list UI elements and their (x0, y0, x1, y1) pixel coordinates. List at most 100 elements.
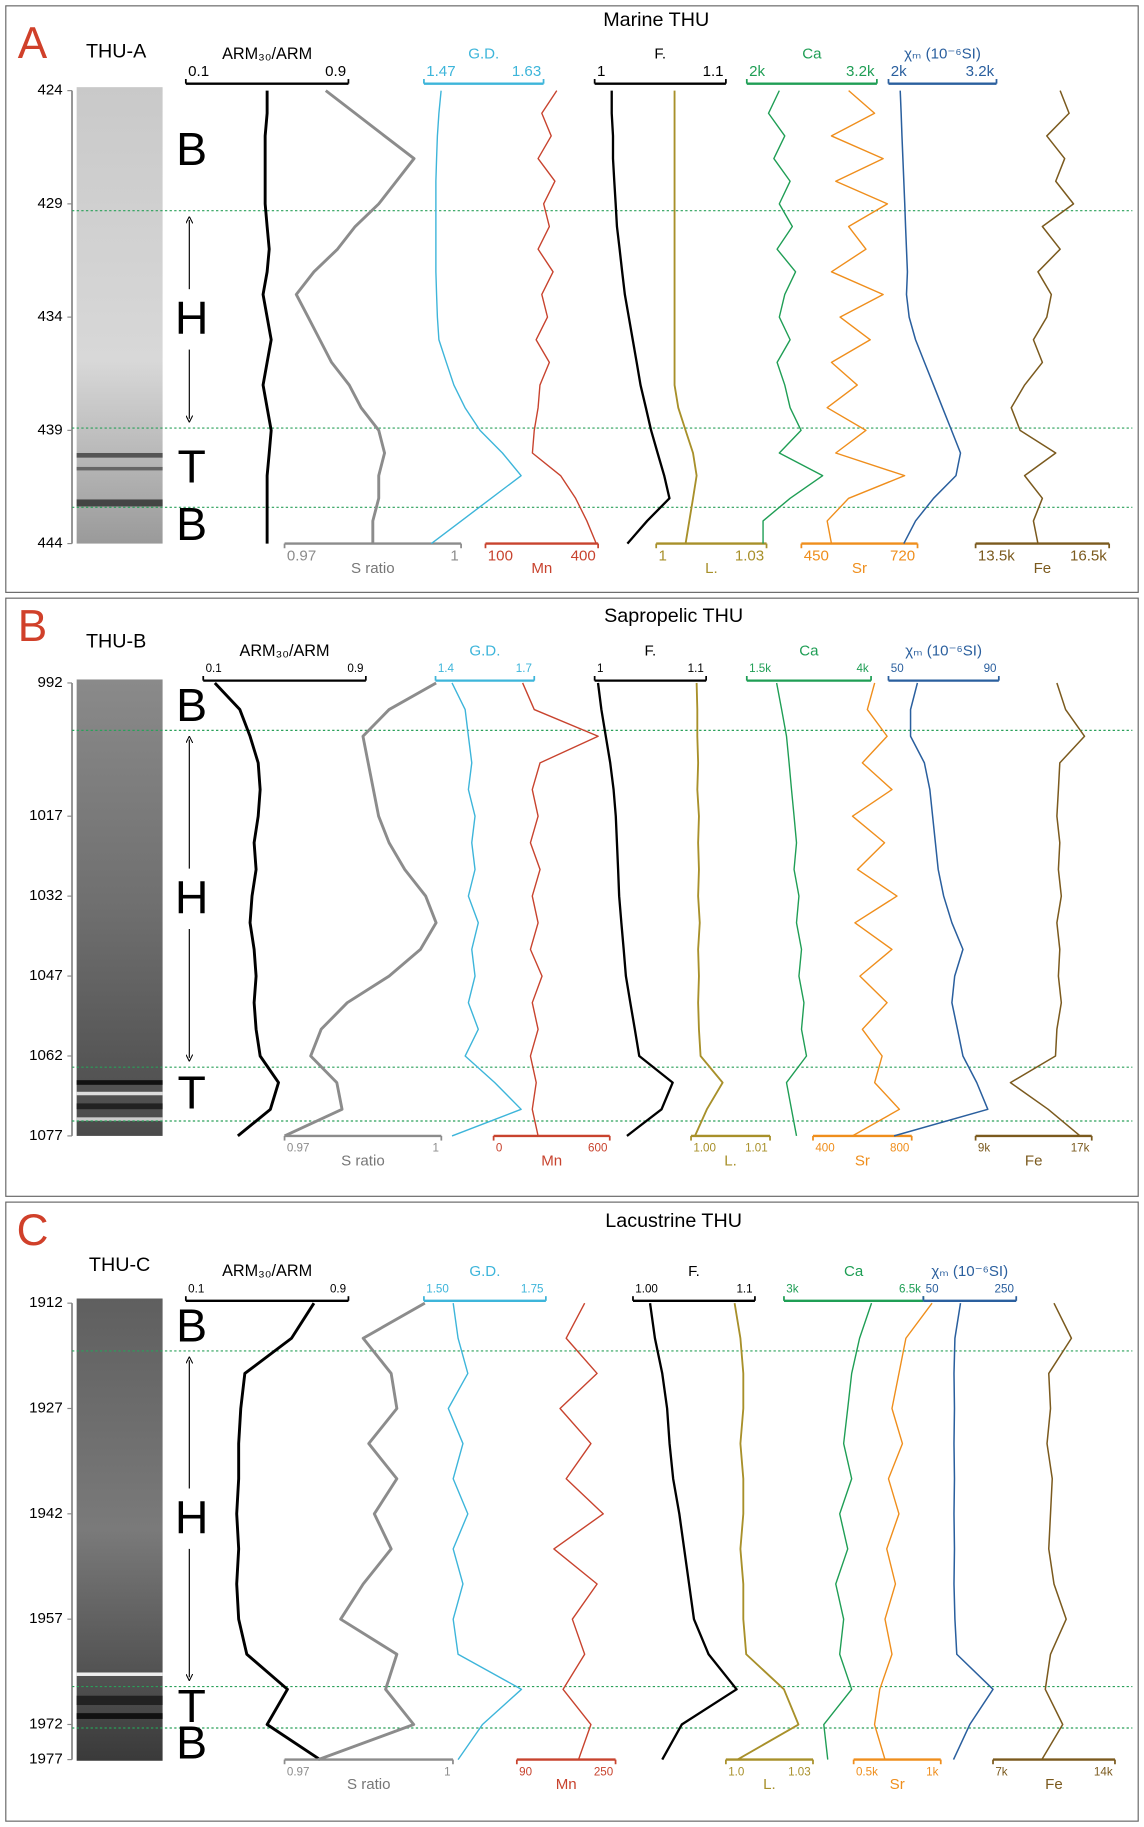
track-tick-label: 13.5k (978, 547, 1015, 564)
track-curve (213, 681, 280, 1138)
panel-title: Lacustrine THU (605, 1210, 742, 1232)
track-curve (775, 682, 808, 1137)
track-name: L. (705, 560, 718, 577)
track-curve (762, 90, 824, 544)
depth-tick-label: 1927 (29, 1399, 63, 1416)
zone-label: T (177, 1680, 205, 1732)
track-tick-label: 0.1 (188, 1282, 204, 1295)
track-tick-label: 0.97 (287, 1765, 310, 1778)
depth-tick-label: 1942 (29, 1505, 63, 1522)
track-curve (733, 1303, 800, 1761)
track-tick-label: 1.03 (735, 547, 764, 564)
track-tick-label: 3.2k (846, 63, 875, 80)
depth-tick-label: 992 (38, 674, 63, 691)
track-curve (235, 1302, 321, 1761)
track-curve (873, 1302, 933, 1760)
track-name: Fe (1025, 1152, 1043, 1169)
track-tick-label: 1.7 (516, 662, 532, 675)
zone-label: B (176, 1716, 207, 1768)
track-tick-label: 90 (519, 1765, 532, 1778)
track-tick-label: 1.1 (736, 1282, 752, 1295)
track-tick-label: 1k (926, 1765, 938, 1778)
track-tick-label: 250 (594, 1765, 613, 1778)
track-name: ARM₃₀/ARM (222, 45, 312, 63)
track-tick-label: 1.00 (635, 1282, 658, 1295)
track-curve (522, 682, 599, 1137)
track-name: Ca (844, 1263, 864, 1280)
track-name: Ca (799, 643, 819, 660)
track-curve (294, 89, 416, 544)
track-tick-label: 0.1 (188, 63, 209, 80)
track-curve (826, 90, 906, 544)
depth-tick-label: 1047 (29, 967, 63, 984)
track-tick-label: 1 (597, 63, 605, 80)
zone-label: B (176, 498, 207, 550)
track-curve (451, 682, 522, 1137)
zone-label: B (176, 679, 207, 731)
track-tick-label: 1 (450, 547, 458, 564)
track-curve (447, 1303, 523, 1760)
track-curve (1009, 682, 1086, 1137)
track-curve (610, 90, 671, 545)
track-tick-label: 1 (597, 662, 603, 675)
track-tick-label: 0.97 (287, 547, 316, 564)
track-name: χₘ (10⁻⁶SI) (905, 643, 982, 660)
track-name: Sr (852, 560, 867, 577)
track-name: S ratio (351, 560, 395, 577)
panel-frame (5, 597, 1139, 1197)
track-tick-label: 7k (995, 1765, 1007, 1778)
core-label: THU-B (86, 631, 146, 653)
panel-frame (5, 1201, 1139, 1822)
track-tick-label: 1.50 (426, 1282, 449, 1295)
track-tick-label: 9k (978, 1142, 990, 1155)
track-tick-label: 1.1 (688, 662, 704, 675)
track-tick-label: 1.5k (749, 662, 771, 675)
track-tick-label: 0.97 (287, 1142, 310, 1155)
track-tick-label: 1 (659, 547, 667, 564)
track-tick-label: 1.4 (438, 662, 455, 675)
track-curve (851, 682, 901, 1137)
track-name: Sr (890, 1776, 905, 1793)
track-curve (823, 1302, 873, 1760)
track-curve (694, 682, 724, 1137)
track-tick-label: 1.1 (703, 63, 724, 80)
depth-tick-label: 1957 (29, 1610, 63, 1627)
track-name: L. (724, 1152, 737, 1169)
track-tick-label: 0.9 (330, 1282, 346, 1295)
track-name: Sr (855, 1152, 870, 1169)
depth-tick-label: 1017 (29, 807, 63, 824)
depth-tick-label: 444 (38, 535, 63, 552)
track-name: ARM₃₀/ARM (222, 1262, 312, 1280)
track-curve (1010, 90, 1075, 544)
track-name: F. (645, 643, 657, 660)
panel-frame (5, 5, 1139, 593)
track-tick-label: 250 (995, 1282, 1014, 1295)
track-name: S ratio (341, 1152, 385, 1169)
track-name: F. (654, 46, 666, 63)
track-tick-label: 1.0 (728, 1765, 744, 1778)
track-name: F. (688, 1263, 700, 1280)
track-tick-label: 450 (804, 547, 829, 564)
track-name: S ratio (347, 1776, 391, 1793)
core-image (76, 87, 163, 1761)
track-tick-label: 6.5k (899, 1282, 921, 1295)
track-name: χₘ (10⁻⁶SI) (904, 46, 981, 63)
track-tick-label: 720 (890, 547, 915, 564)
panel-title: Sapropelic THU (604, 605, 743, 627)
track-tick-label: 600 (588, 1142, 607, 1155)
track-tick-label: 1.63 (512, 63, 541, 80)
track-tick-label: 4k (856, 662, 868, 675)
track-tick-label: 100 (488, 547, 513, 564)
track-tick-label: 16.5k (1070, 547, 1107, 564)
track-curve (952, 1303, 994, 1760)
zone-label: B (176, 123, 207, 175)
track-curve (1041, 1302, 1073, 1760)
track-tick-label: 1.01 (745, 1142, 768, 1155)
track-curve (261, 90, 273, 544)
zone-label: T (177, 440, 205, 492)
depth-tick-label: 1077 (29, 1127, 63, 1144)
track-tick-label: 800 (890, 1142, 909, 1155)
track-name: G.D. (469, 1263, 500, 1280)
track-tick-label: 2k (749, 63, 765, 80)
